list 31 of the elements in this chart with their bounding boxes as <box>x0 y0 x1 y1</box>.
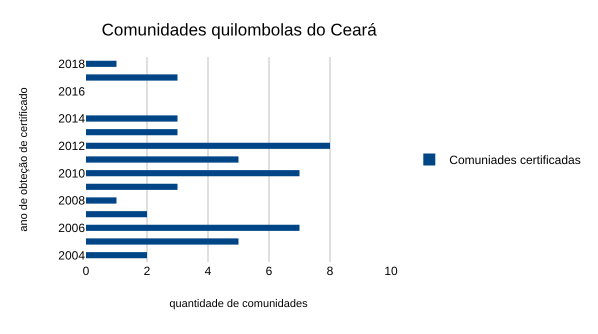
bar <box>86 197 116 204</box>
x-axis-title: quantidade de comunidades <box>169 298 308 310</box>
bar <box>86 252 147 258</box>
y-axis-title: ano de obteção de certificado <box>18 87 30 232</box>
x-tick-label: 4 <box>204 264 212 278</box>
chart-title: Comunidades quilombolas do Ceará <box>102 20 378 40</box>
y-tick-label: 2012 <box>58 139 86 154</box>
y-tick-label: 2018 <box>58 57 86 72</box>
y-tick-label: 2014 <box>58 112 86 126</box>
x-tick-label: 2 <box>144 264 151 278</box>
y-tick-label: 2010 <box>58 166 86 180</box>
bar <box>86 184 178 190</box>
x-tick-label: 8 <box>326 264 334 278</box>
x-tick-label: 10 <box>384 264 398 278</box>
bar <box>86 142 330 149</box>
y-tick-label: 2008 <box>58 194 86 208</box>
bar <box>86 129 178 136</box>
legend-label: Comuniades certificadas <box>449 153 581 168</box>
x-tick-label: 0 <box>82 264 90 278</box>
y-tick-label: 2016 <box>58 84 86 98</box>
y-tick-label: 2006 <box>58 221 86 236</box>
bar <box>86 115 178 122</box>
bar <box>86 224 300 231</box>
x-tick-label: 6 <box>266 264 273 278</box>
bar <box>86 170 300 176</box>
bar <box>86 60 116 67</box>
bar <box>86 211 147 218</box>
bar <box>86 74 178 81</box>
y-tick-label: 2004 <box>58 248 86 262</box>
bar <box>86 238 238 245</box>
bar <box>86 156 238 163</box>
